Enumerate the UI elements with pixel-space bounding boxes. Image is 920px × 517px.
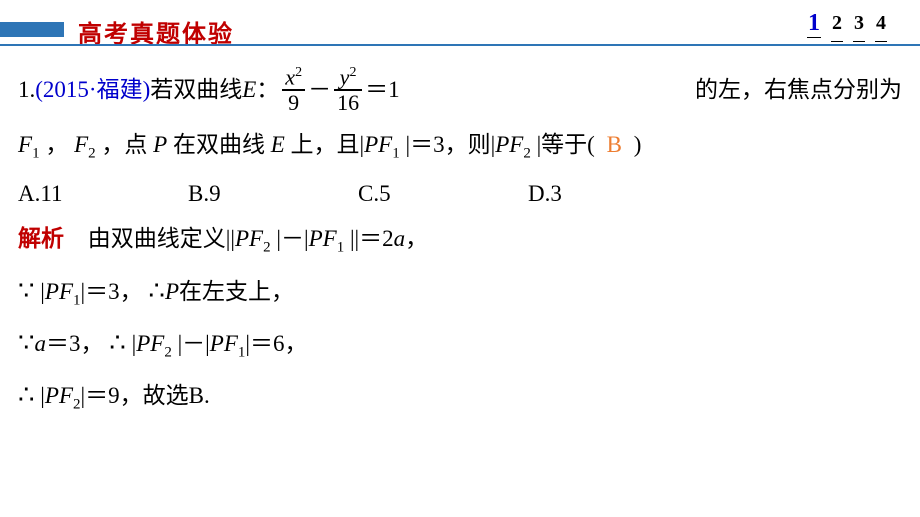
therefore-symbol: ∴ <box>109 328 126 357</box>
s2-sub: 1 <box>73 292 81 308</box>
therefore-symbol: ∴ <box>148 276 165 305</box>
fraction-1: x2 9 <box>282 66 305 114</box>
s1-a: a <box>394 226 406 251</box>
text: 的左，右焦点分别为 <box>695 73 902 106</box>
pf2-sub: 2 <box>523 145 531 161</box>
s2-p: P <box>45 279 59 304</box>
frac1-den: 9 <box>285 92 302 114</box>
s4-f: F <box>59 383 73 408</box>
text: |－| <box>178 331 210 356</box>
pf2-f: F <box>509 132 523 157</box>
paren-close: ) <box>634 132 642 157</box>
comma: ， <box>405 226 428 251</box>
question-line-2: F1 ， F2 ，点 P 在双曲线 E 上，且|PF1 |＝3，则|PF2 |等… <box>18 128 902 165</box>
s1-f1: F <box>249 226 263 251</box>
curve-e: E <box>271 132 285 157</box>
text: |＝3，则| <box>405 132 495 157</box>
page-number-2[interactable]: 2 <box>832 12 842 39</box>
therefore-symbol: ∴ <box>18 380 35 409</box>
header: 高考真题体验 1234 <box>0 0 920 50</box>
text: |＝6， <box>245 331 307 356</box>
frac2-sup: 2 <box>349 65 356 80</box>
text: |－| <box>276 226 308 251</box>
text: 由双曲线定义|| <box>88 226 235 251</box>
s1-f2: F <box>323 226 337 251</box>
f2-var: F <box>74 132 88 157</box>
text: 若双曲线 <box>150 73 242 106</box>
minus: － <box>308 73 331 106</box>
solution-line-3: ∵a＝3， ∴ |PF2 |－|PF1|＝6， <box>18 324 902 364</box>
frac2-num: y <box>340 64 350 89</box>
frac2-den: 16 <box>334 92 362 114</box>
options: A.11 B.9 C.5 D.3 <box>18 177 902 210</box>
solution-line-2: ∵ |PF1|＝3， ∴P在左支上， <box>18 272 902 312</box>
page-number-1[interactable]: 1 <box>808 10 820 37</box>
because-symbol: ∵ <box>18 276 35 305</box>
curve-label: E <box>242 73 256 106</box>
text: ||＝2 <box>350 226 394 251</box>
text: 在双曲线 <box>173 132 271 157</box>
s2-f: F <box>59 279 73 304</box>
solution-line-4: ∴ |PF2|＝9，故选B. <box>18 376 902 416</box>
s1-p1: P <box>235 226 249 251</box>
because-symbol: ∵ <box>18 328 35 357</box>
frac1-num: x <box>285 64 295 89</box>
solution-label: 解析 <box>18 226 64 251</box>
pf1-p: P <box>364 132 378 157</box>
section-bar <box>0 22 64 37</box>
solution-line-1: 解析 由双曲线定义||PF2 |－|PF1 ||＝2a， <box>18 222 902 259</box>
pf2-p: P <box>495 132 509 157</box>
text: 上，且| <box>291 132 365 157</box>
equals-one: ＝1 <box>365 73 400 106</box>
content: 1. (2015·福建) 若双曲线 E ： x2 9 － y2 16 ＝1 的左… <box>0 50 920 417</box>
fraction-2: y2 16 <box>334 66 362 114</box>
answer-letter: B <box>607 132 622 157</box>
page-number-4[interactable]: 4 <box>876 12 886 39</box>
option-a: A.11 <box>18 177 188 210</box>
option-b: B.9 <box>188 177 358 210</box>
colon: ： <box>256 73 279 106</box>
f2-sub: 2 <box>88 145 96 161</box>
header-underline <box>0 44 920 46</box>
question-line-1: 1. (2015·福建) 若双曲线 E ： x2 9 － y2 16 ＝1 的左… <box>18 66 902 114</box>
s3-sub1: 2 <box>164 345 172 361</box>
page-numbers: 1234 <box>808 12 886 39</box>
page-number-3[interactable]: 3 <box>854 12 864 39</box>
f1-var: F <box>18 132 32 157</box>
s3-f2: F <box>224 331 238 356</box>
text: |＝9，故选B. <box>81 383 210 408</box>
s3-a: a <box>35 331 47 356</box>
question-number: 1. <box>18 73 35 106</box>
s1-p2: P <box>309 226 323 251</box>
s1-sub2: 1 <box>337 240 345 256</box>
comma: ， <box>45 132 68 157</box>
text: 在左支上， <box>179 279 294 304</box>
text: ，点 <box>101 132 153 157</box>
option-c: C.5 <box>358 177 528 210</box>
pf1-sub: 1 <box>392 145 400 161</box>
text: |等于( <box>537 132 595 157</box>
s3-p1: P <box>136 331 150 356</box>
frac1-sup: 2 <box>295 65 302 80</box>
s1-sub1: 2 <box>263 240 271 256</box>
s3-p2: P <box>210 331 224 356</box>
pf1-f: F <box>378 132 392 157</box>
text: ＝3， <box>46 331 104 356</box>
option-d: D.3 <box>528 177 698 210</box>
text: |＝3， <box>81 279 143 304</box>
question-source: (2015·福建) <box>35 73 150 106</box>
s3-f1: F <box>150 331 164 356</box>
point-p: P <box>153 132 167 157</box>
s4-sub: 2 <box>73 397 81 413</box>
s4-p: P <box>45 383 59 408</box>
f1-sub: 1 <box>32 145 40 161</box>
s2-p2: P <box>165 279 179 304</box>
